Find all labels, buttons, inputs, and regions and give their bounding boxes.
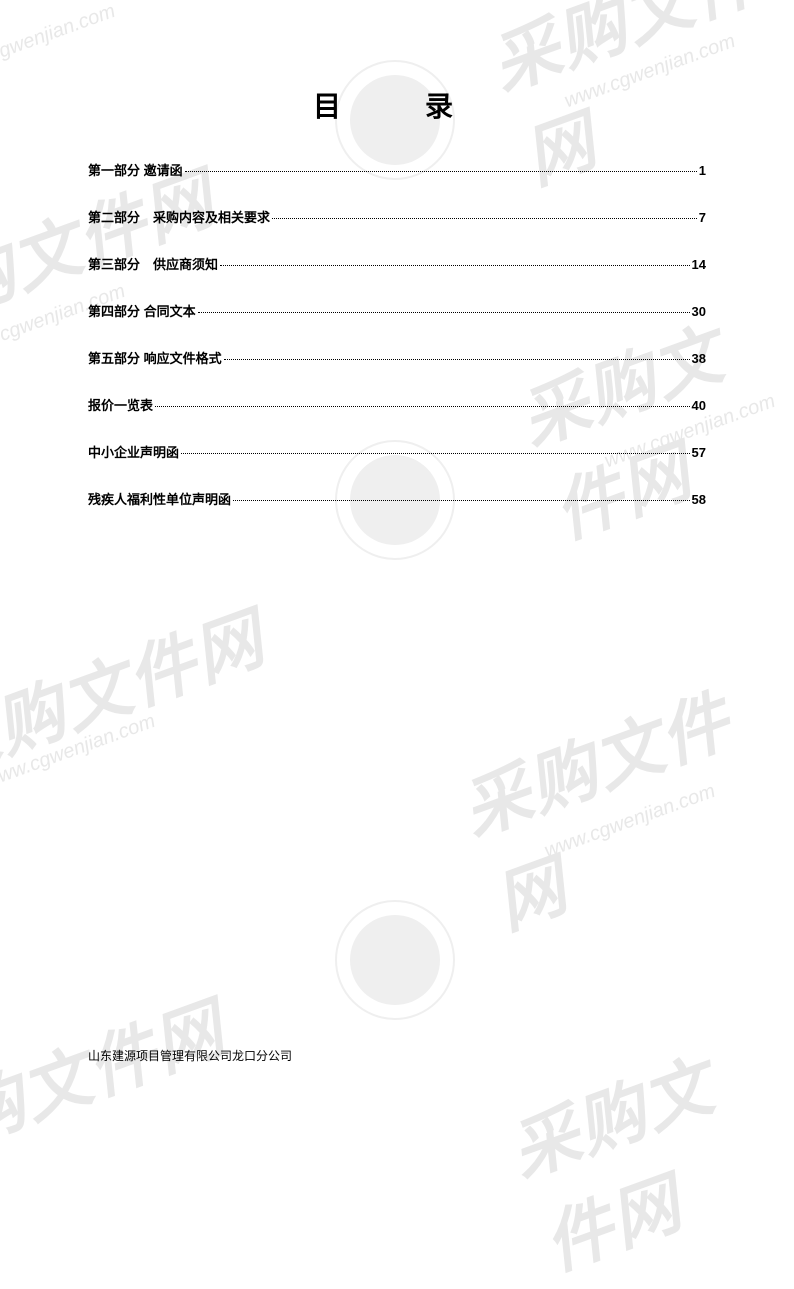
toc-item: 残疾人福利性单位声明函 58 <box>88 489 706 508</box>
toc-dots <box>224 359 690 360</box>
page-title: 目 录 <box>88 85 706 125</box>
toc-item: 第四部分 合同文本 30 <box>88 301 706 320</box>
watermark-url: www.cgwenjian.com <box>0 710 159 793</box>
watermark-url: www.cgwenjian.com <box>541 780 718 863</box>
toc-dots <box>272 218 697 219</box>
toc-page: 40 <box>692 398 706 413</box>
watermark-text: 采购文件网 <box>446 651 794 948</box>
toc-item: 报价一览表 40 <box>88 395 706 414</box>
toc-label: 第二部分 采购内容及相关要求 <box>88 207 270 226</box>
toc-label: 第一部分 邀请函 <box>88 160 183 179</box>
toc-dots <box>233 500 690 501</box>
watermark-text: 采购文件网 <box>0 973 236 1186</box>
toc-dots <box>155 406 690 407</box>
watermark-logo <box>335 900 455 1020</box>
page-footer: 山东建源项目管理有限公司龙口分公司 <box>88 1047 292 1064</box>
toc-list: 第一部分 邀请函 1 第二部分 采购内容及相关要求 7 第三部分 供应商须知 1… <box>88 160 706 508</box>
toc-label: 残疾人福利性单位声明函 <box>88 489 231 508</box>
toc-item: 第二部分 采购内容及相关要求 7 <box>88 207 706 226</box>
toc-label: 第四部分 合同文本 <box>88 301 196 320</box>
watermark-text: 采购文件网 <box>494 1009 794 1289</box>
toc-page: 7 <box>699 210 706 225</box>
toc-label: 报价一览表 <box>88 395 153 414</box>
toc-page: 14 <box>692 257 706 272</box>
toc-page: 1 <box>699 163 706 178</box>
toc-dots <box>185 171 697 172</box>
toc-label: 第三部分 供应商须知 <box>88 254 218 273</box>
toc-dots <box>198 312 690 313</box>
toc-page: 30 <box>692 304 706 319</box>
toc-item: 第三部分 供应商须知 14 <box>88 254 706 273</box>
toc-dots <box>220 265 690 266</box>
toc-item: 第一部分 邀请函 1 <box>88 160 706 179</box>
toc-page: 38 <box>692 351 706 366</box>
toc-page: 57 <box>692 445 706 460</box>
watermark-text: 采购文件网 <box>0 583 276 796</box>
toc-item: 中小企业声明函 57 <box>88 442 706 461</box>
toc-dots <box>181 453 690 454</box>
toc-page: 58 <box>692 492 706 507</box>
page-content: 目 录 第一部分 邀请函 1 第二部分 采购内容及相关要求 7 第三部分 供应商… <box>0 0 794 508</box>
toc-label: 中小企业声明函 <box>88 442 179 461</box>
toc-item: 第五部分 响应文件格式 38 <box>88 348 706 367</box>
toc-label: 第五部分 响应文件格式 <box>88 348 222 367</box>
